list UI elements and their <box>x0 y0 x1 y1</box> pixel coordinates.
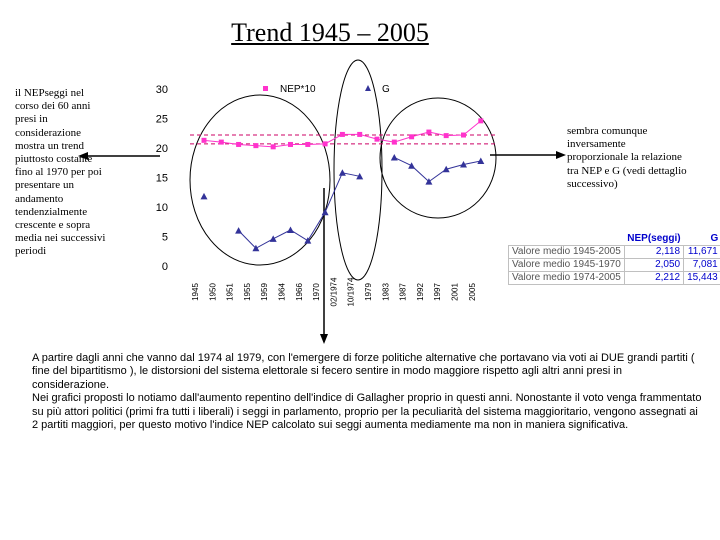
left-arrow-head-icon <box>78 152 88 160</box>
x-tick-label: 2001 <box>451 283 460 301</box>
nep-point <box>218 139 224 145</box>
table-row: Valore medio 1945-2005 2,118 11,671 <box>508 245 720 259</box>
nep-point <box>374 136 380 142</box>
nep-point <box>305 141 311 147</box>
nep-point <box>426 129 432 135</box>
legend-nep-icon <box>263 86 268 91</box>
y-tick-label: 30 <box>156 84 168 96</box>
x-tick-label: 10/1974 <box>347 277 356 306</box>
x-tick-label: 1966 <box>295 283 304 301</box>
table-cell-nep: 2,050 <box>623 258 685 272</box>
g-point <box>304 237 312 244</box>
table-cell-nep: 2,118 <box>623 245 685 259</box>
x-tick-label: 1959 <box>260 283 269 301</box>
table-cell-g: 11,671 <box>683 245 720 259</box>
y-tick-label: 5 <box>162 232 168 244</box>
series-g-line <box>394 156 481 183</box>
g-point <box>460 161 467 168</box>
x-tick-label: 1979 <box>364 283 373 301</box>
left-note: il NEPseggi nel corso dei 60 anni presi … <box>15 87 106 258</box>
legend-g-label: G <box>382 84 390 95</box>
table-cell-label: Valore medio 1974-2005 <box>508 271 625 285</box>
table-cell-g: 7,081 <box>683 258 720 272</box>
paragraph: A partire dagli anni che vanno dal 1974 … <box>32 352 695 391</box>
nep-point <box>391 139 397 145</box>
legend-nep-label: NEP*10 <box>280 84 316 95</box>
table-cell-label: Valore medio 1945-2005 <box>508 245 625 259</box>
g-point <box>477 157 485 164</box>
highlight-ellipse-2 <box>333 59 383 281</box>
x-tick-label: 1964 <box>278 283 287 301</box>
x-axis: 1945 1950 1951 1955 1959 1964 1966 1970 02/1974 1… <box>191 277 477 306</box>
nep-point <box>322 141 328 147</box>
g-point <box>442 165 450 173</box>
nep-point <box>288 141 293 147</box>
x-tick-label: 1992 <box>416 283 425 301</box>
nep-point <box>443 133 449 139</box>
highlight-ellipse-1 <box>189 94 331 266</box>
right-arrow-head-icon <box>556 151 566 159</box>
y-tick-label: 10 <box>156 202 168 214</box>
y-tick-label: 25 <box>156 114 168 126</box>
table-header: NEP(seggi) <box>627 233 681 244</box>
g-point <box>408 162 416 169</box>
g-point <box>390 153 398 161</box>
table-row: Valore medio 1945-1970 2,050 7,081 <box>508 258 720 272</box>
y-tick-label: 20 <box>156 143 168 155</box>
g-point <box>252 244 260 252</box>
y-axis: 0 5 10 15 20 25 30 <box>156 84 168 273</box>
g-point <box>287 226 294 234</box>
g-point <box>338 169 346 176</box>
nep-point <box>201 137 207 143</box>
table-cell-nep: 2,212 <box>623 271 685 285</box>
down-arrow-head-icon <box>320 334 328 344</box>
right-note: sembra comunque inversamente proporziona… <box>567 125 687 190</box>
table-cell-label: Valore medio 1945-1970 <box>508 258 625 272</box>
plot-area <box>200 118 485 252</box>
table-header-row: NEP(seggi) G <box>509 233 720 246</box>
x-tick-label: 1987 <box>399 283 408 301</box>
g-point <box>200 192 208 200</box>
legend-g-icon <box>365 85 371 91</box>
x-tick-label: 1970 <box>312 283 321 301</box>
g-point <box>235 227 243 234</box>
nep-point <box>409 134 415 140</box>
nep-point <box>339 131 345 137</box>
bottom-commentary: A partire dagli anni che vanno dal 1974 … <box>32 352 702 432</box>
y-tick-label: 0 <box>162 261 168 273</box>
x-tick-label: 1945 <box>191 283 200 301</box>
g-point <box>321 208 329 216</box>
nep-point <box>478 118 484 124</box>
highlight-ellipse-3 <box>379 97 497 219</box>
x-tick-label: 1955 <box>243 283 252 301</box>
g-point <box>356 172 364 180</box>
page-title: Trend 1945 – 2005 <box>231 18 429 47</box>
x-tick-label: 1951 <box>226 283 235 301</box>
table-row: Valore medio 1974-2005 2,212 15,443 <box>508 271 720 285</box>
nep-point <box>253 143 259 149</box>
summary-table: NEP(seggi) G Valore medio 1945-2005 2,11… <box>508 233 720 285</box>
x-tick-label: 1983 <box>381 283 390 301</box>
x-tick-label: 2005 <box>468 283 477 301</box>
nep-point <box>461 132 466 138</box>
g-point <box>269 235 277 242</box>
nep-point <box>357 131 363 137</box>
x-tick-label: 1950 <box>208 283 217 301</box>
x-tick-label: 1997 <box>433 283 442 301</box>
table-cell-g: 15,443 <box>683 271 720 285</box>
nep-point <box>236 141 242 147</box>
table-header <box>509 233 625 246</box>
x-tick-label: 02/1974 <box>329 277 338 306</box>
y-tick-label: 15 <box>156 173 168 185</box>
paragraph: Nei grafici proposti lo notiamo dall'aum… <box>32 392 702 432</box>
g-point <box>425 178 433 185</box>
series-g-line <box>238 172 360 249</box>
table-header: G <box>710 233 719 244</box>
nep-point <box>270 144 276 150</box>
